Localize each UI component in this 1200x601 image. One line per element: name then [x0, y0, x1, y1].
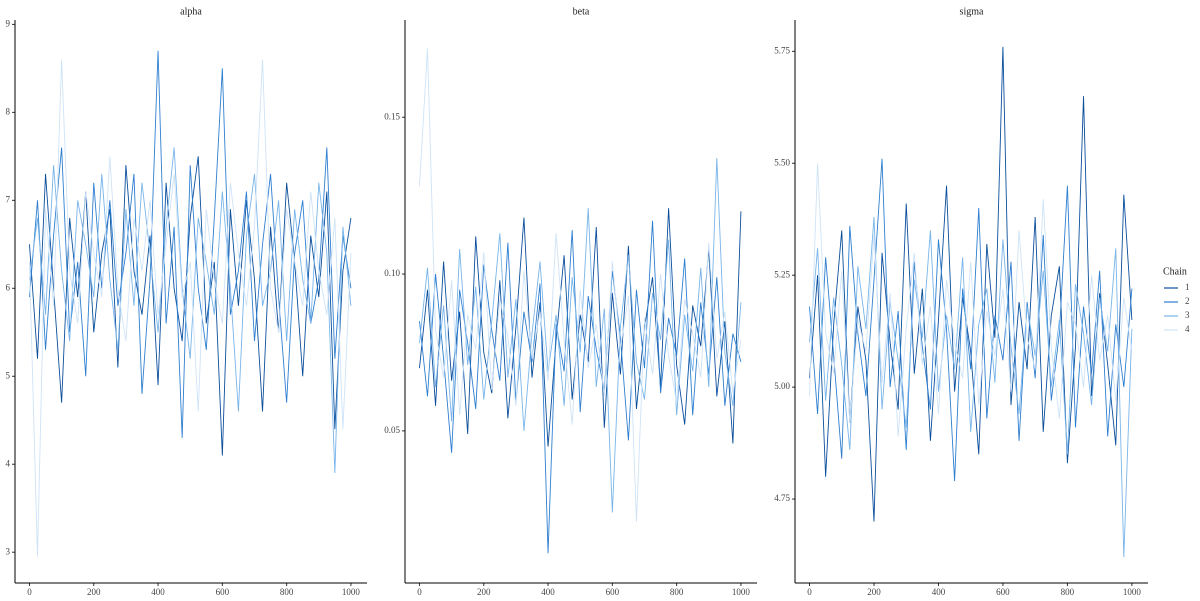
x-tick-label: 400	[541, 587, 555, 597]
trace-line	[419, 220, 742, 554]
x-tick-label: 600	[606, 587, 620, 597]
y-tick-label: 7	[6, 194, 11, 204]
y-tick-label: 0.10	[384, 268, 400, 278]
legend-label: 1	[1185, 282, 1190, 292]
trace-line	[809, 216, 1133, 558]
legend-title: Chain	[1163, 266, 1187, 277]
legend-label: 4	[1185, 324, 1190, 334]
y-tick-label: 5	[6, 370, 11, 380]
x-tick-label: 200	[477, 587, 491, 597]
y-tick-label: 5.50	[774, 157, 790, 167]
x-tick-label: 1000	[342, 587, 361, 597]
y-tick-label: 3	[6, 546, 11, 556]
trace-line	[419, 208, 742, 447]
x-tick-label: 0	[27, 587, 32, 597]
x-tick-label: 1000	[1123, 587, 1142, 597]
trace-line	[809, 46, 1133, 522]
y-tick-label: 0.15	[384, 111, 400, 121]
y-tick-label: 4.75	[774, 493, 790, 503]
x-tick-label: 800	[670, 587, 684, 597]
panel-title: beta	[573, 6, 590, 17]
x-tick-label: 800	[1061, 587, 1075, 597]
trace-line	[809, 163, 1133, 437]
x-tick-label: 800	[280, 587, 294, 597]
x-tick-label: 400	[932, 587, 946, 597]
y-tick-label: 5.75	[774, 45, 790, 55]
x-tick-label: 1000	[732, 587, 751, 597]
y-tick-label: 9	[6, 18, 11, 28]
trace-line	[809, 158, 1133, 482]
x-tick-label: 600	[996, 587, 1010, 597]
x-tick-label: 0	[807, 587, 812, 597]
legend-label: 2	[1185, 296, 1190, 306]
y-tick-label: 6	[6, 282, 11, 292]
legend-label: 3	[1185, 310, 1190, 320]
y-tick-label: 5.00	[774, 381, 790, 391]
y-tick-label: 0.05	[384, 425, 400, 435]
trace-line	[29, 59, 352, 557]
x-tick-label: 200	[87, 587, 101, 597]
panel-title: alpha	[180, 6, 202, 17]
y-tick-label: 4	[6, 458, 11, 468]
x-tick-label: 600	[216, 587, 230, 597]
trace-line	[419, 157, 742, 513]
x-tick-label: 400	[151, 587, 165, 597]
y-tick-label: 8	[6, 106, 11, 116]
panel-title: sigma	[960, 6, 984, 17]
trace-line	[29, 156, 352, 456]
trace-line	[29, 147, 352, 474]
y-tick-label: 5.25	[774, 269, 790, 279]
trace-line	[29, 50, 352, 438]
x-tick-label: 200	[867, 587, 881, 597]
x-tick-label: 0	[417, 587, 422, 597]
trace-line	[419, 48, 742, 522]
